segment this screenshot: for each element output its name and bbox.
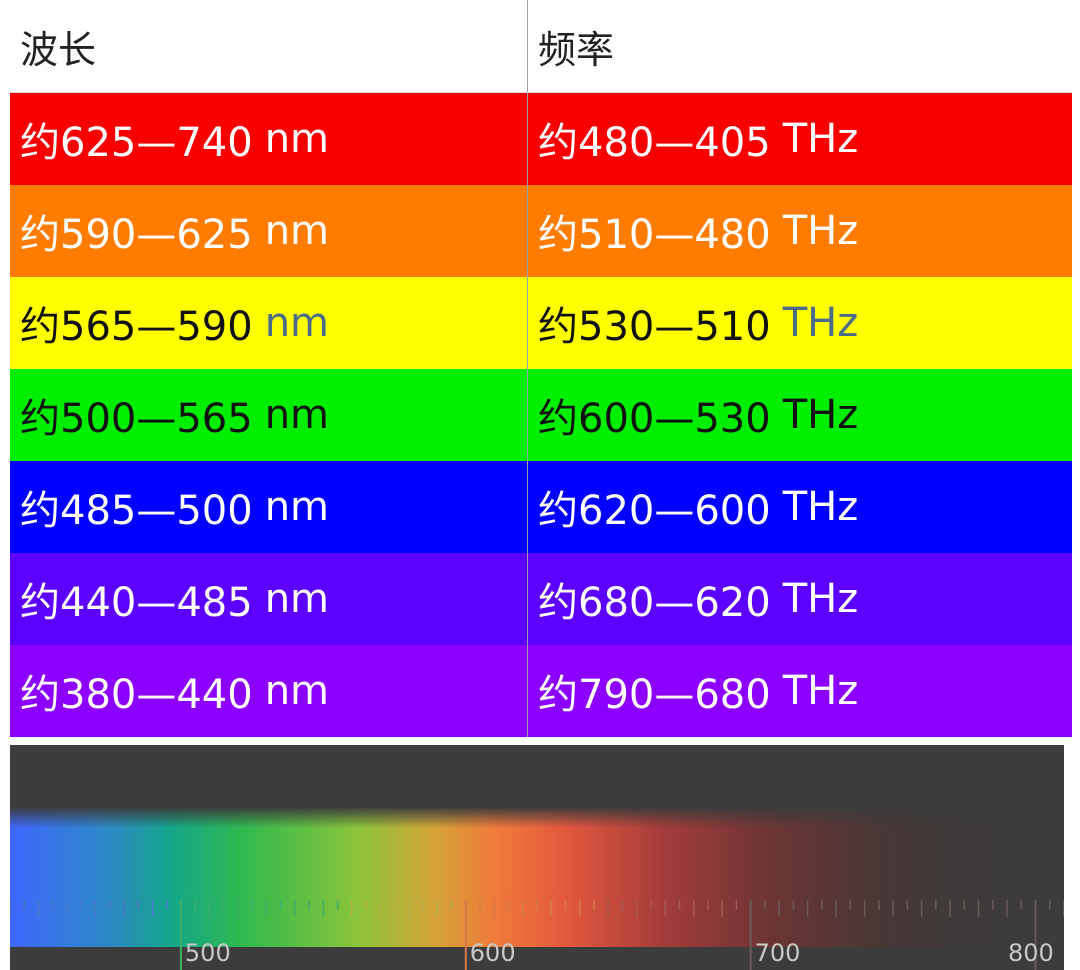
spectrum-ruler: 500 600 700 800: [10, 807, 1064, 970]
frequency-range: 约620—600: [538, 488, 771, 534]
wavelength-range: 约625—740: [20, 120, 253, 166]
wavelength-range: 约485—500: [20, 488, 253, 534]
wavelength-range: 约590—625: [20, 212, 253, 258]
wavelength-cell: 约485—500 nm: [10, 461, 527, 553]
frequency-cell: 约600—530 THz: [527, 369, 1072, 461]
wavelength-range: 约440—485: [20, 580, 253, 626]
spectrum-top-fade: [10, 807, 1064, 947]
frequency-unit: THz: [782, 484, 859, 530]
wavelength-cell: 约380—440 nm: [10, 645, 527, 737]
table-row-indigo: 约440—485 nm 约680—620 THz: [10, 553, 1072, 645]
color-wavelength-table: 波长 频率 约625—740 nm 约480—405 THz 约590—625 nm …: [10, 0, 1072, 737]
frequency-cell: 约620—600 THz: [527, 461, 1072, 553]
frequency-unit: THz: [782, 576, 859, 622]
frequency-range: 约530—510: [538, 304, 771, 350]
spectrum-ticks: [10, 900, 1064, 970]
frequency-range: 约790—680: [538, 672, 771, 718]
wavelength-cell: 约590—625 nm: [10, 185, 527, 277]
frequency-cell: 约480—405 THz: [527, 93, 1072, 185]
wavelength-cell: 约500—565 nm: [10, 369, 527, 461]
spectrum-tick-labels: 500 600 700 800: [185, 939, 1054, 967]
table-row-yellow: 约565—590 nm 约530—510 THz: [10, 277, 1072, 369]
wavelength-cell: 约440—485 nm: [10, 553, 527, 645]
wavelength-unit: nm: [264, 484, 330, 530]
tick-label: 800: [1008, 939, 1054, 967]
wavelength-unit: nm: [264, 668, 330, 714]
table-row-orange: 约590—625 nm 约510—480 THz: [10, 185, 1072, 277]
frequency-unit: THz: [782, 208, 859, 254]
frequency-unit: THz: [782, 392, 859, 438]
table-row-blue: 约485—500 nm 约620—600 THz: [10, 461, 1072, 553]
header-frequency: 频率: [527, 0, 1072, 92]
wavelength-range: 约500—565: [20, 396, 253, 442]
frequency-range: 约680—620: [538, 580, 771, 626]
header-wavelength: 波长: [20, 27, 97, 72]
table-row-violet: 约380—440 nm 约790—680 THz: [10, 645, 1072, 737]
tick-label: 700: [755, 939, 801, 967]
frequency-cell: 约510—480 THz: [527, 185, 1072, 277]
table-row-red: 约625—740 nm 约480—405 THz: [10, 93, 1072, 185]
wavelength-cell: 约625—740 nm: [10, 93, 527, 185]
frequency-range: 约480—405: [538, 120, 771, 166]
wavelength-range: 约565—590: [20, 304, 253, 350]
frequency-unit: THz: [782, 300, 859, 346]
wavelength-unit: nm: [264, 208, 330, 254]
wavelength-unit: nm: [264, 392, 330, 438]
table-row-green: 约500—565 nm 约600—530 THz: [10, 369, 1072, 461]
wavelength-range: 约380—440: [20, 672, 253, 718]
wavelength-unit: nm: [264, 576, 330, 622]
frequency-cell: 约530—510 THz: [527, 277, 1072, 369]
frequency-range: 约510—480: [538, 212, 771, 258]
frequency-cell: 约680—620 THz: [527, 553, 1072, 645]
tick-label: 500: [185, 939, 231, 967]
frequency-unit: THz: [782, 668, 859, 714]
table-header-row: 波长 频率: [10, 0, 1072, 93]
frequency-cell: 约790—680 THz: [527, 645, 1072, 737]
spectrum-strip: 500 600 700 800: [10, 745, 1064, 970]
frequency-range: 约600—530: [538, 396, 771, 442]
wavelength-cell: 约565—590 nm: [10, 277, 527, 369]
tick-label: 600: [470, 939, 516, 967]
frequency-unit: THz: [782, 116, 859, 162]
wavelength-unit: nm: [264, 116, 330, 162]
wavelength-unit: nm: [264, 300, 330, 346]
